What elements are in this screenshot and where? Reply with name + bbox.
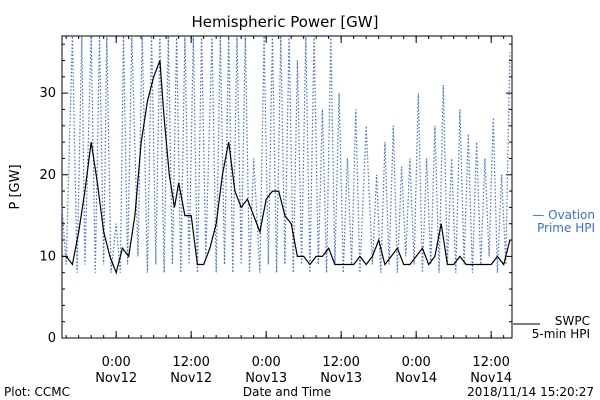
x-tick-label-date: Nov12 [170, 371, 212, 386]
x-axis-label: Date and Time [243, 385, 331, 399]
legend-ovation-line2: Prime HPI [537, 221, 595, 235]
footer-timestamp: 2018/11/14 15:20:27 [467, 385, 594, 399]
y-axis-ticks: 0 10 20 30 [39, 43, 512, 346]
x-tick-label-time: 0:00 [252, 355, 281, 370]
series-ovation-prime-line [61, 35, 511, 273]
series-layer [61, 35, 511, 275]
legend-swpc-line1: SWPC [555, 314, 590, 328]
x-tick-label-date: Nov14 [395, 371, 437, 386]
x-tick-label-date: Nov12 [95, 371, 137, 386]
x-tick-label-date: Nov13 [320, 371, 362, 386]
x-tick-label-time: 0:00 [102, 355, 131, 370]
x-tick-label-time: 12:00 [472, 355, 509, 370]
x-axis-ticks: 0:00Nov1212:00Nov120:00Nov1312:00Nov130:… [65, 36, 512, 386]
x-tick-label-date: Nov13 [245, 371, 287, 386]
y-tick-label: 0 [48, 331, 56, 346]
x-tick-label-time: 0:00 [402, 355, 431, 370]
legend-swpc-line2: 5-min HPI [532, 327, 590, 341]
y-tick-label: 30 [39, 86, 56, 101]
y-axis-label: P [GW] [8, 164, 23, 209]
y-tick-label: 10 [39, 249, 56, 264]
y-tick-label: 20 [39, 168, 56, 183]
plot-frame [61, 35, 513, 339]
x-tick-label-date: Nov14 [470, 371, 512, 386]
x-tick-label-time: 12:00 [322, 355, 359, 370]
series-swpc-line [62, 60, 511, 275]
legend-ovation-line1: — Ovation [532, 208, 595, 222]
x-tick-label-time: 12:00 [172, 355, 209, 370]
legend-ovation: — Ovation Prime HPI [532, 208, 595, 235]
footer-credit: Plot: CCMC [4, 385, 70, 399]
legend-swpc: SWPC 5-min HPI [513, 314, 590, 341]
chart-title: Hemispheric Power [GW] [192, 13, 379, 31]
